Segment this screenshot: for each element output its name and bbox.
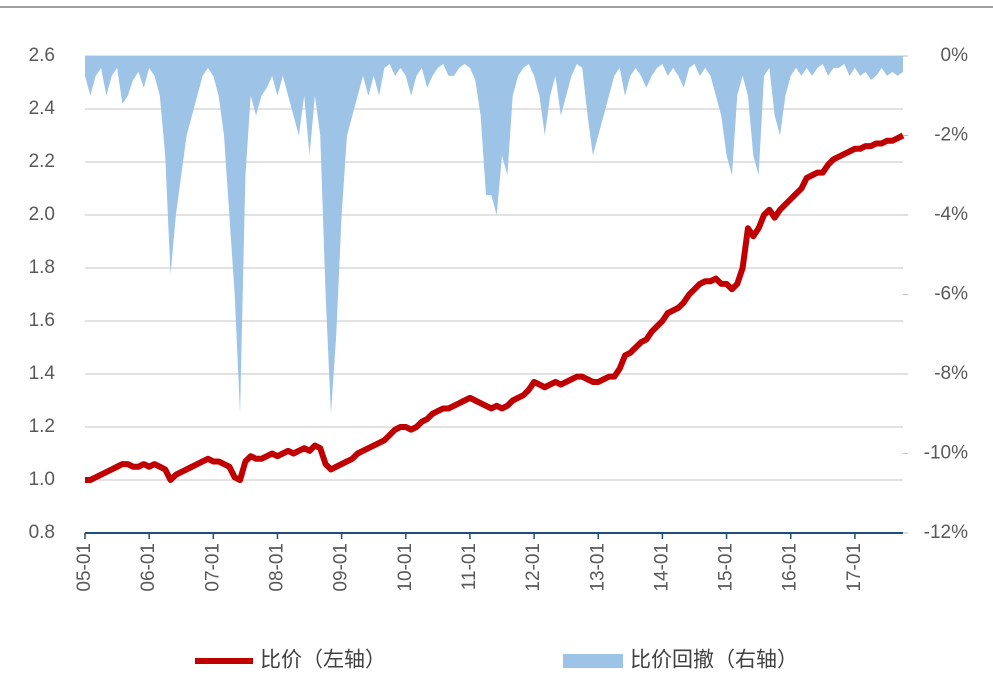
- x-tick-label: 12-01: [523, 543, 544, 592]
- x-tick-label: 07-01: [202, 543, 223, 592]
- x-tick-label: 14-01: [651, 543, 672, 592]
- legend-label: 比价（左轴）: [260, 649, 386, 672]
- x-tick-label: 10-01: [395, 543, 416, 592]
- legend-label: 比价回撤（右轴）: [630, 649, 798, 672]
- x-tick-label: 08-01: [266, 543, 287, 592]
- drawdown-area: [85, 56, 903, 414]
- x-tick-label: 17-01: [844, 543, 865, 592]
- x-tick-label: 11-01: [459, 543, 480, 590]
- x-tick-label: 06-01: [138, 543, 159, 592]
- y2-tick-label: -12%: [924, 522, 968, 543]
- ratio-line: [85, 132, 905, 483]
- x-tick-label: 13-01: [587, 543, 608, 592]
- x-tick-label: 15-01: [716, 543, 737, 592]
- y-tick-label: 1.8: [29, 257, 55, 278]
- y2-tick-label: -10%: [924, 443, 968, 464]
- y2-tick-label: -4%: [934, 204, 968, 225]
- legend: 比价（左轴） 比价回撤（右轴）: [195, 649, 798, 672]
- x-tick-label: 09-01: [331, 543, 352, 592]
- x-tick-label: 16-01: [780, 543, 801, 592]
- legend-swatch: [563, 654, 623, 668]
- y-tick-label: 2.0: [29, 204, 55, 225]
- y-tick-label: 0.8: [29, 522, 55, 543]
- y-tick-label: 1.4: [29, 363, 56, 384]
- x-tick-label: 05-01: [74, 543, 95, 592]
- y-tick-label: 2.6: [29, 45, 55, 66]
- y-tick-label: 1.6: [29, 310, 55, 331]
- y-tick-label: 2.4: [29, 98, 56, 119]
- y-tick-label: 1.2: [29, 416, 55, 437]
- y2-tick-label: -2%: [934, 125, 968, 146]
- y2-tick-label: 0%: [941, 45, 969, 66]
- y-tick-label: 2.2: [29, 151, 55, 172]
- y-tick-label: 1.0: [29, 469, 55, 490]
- y2-tick-label: -8%: [934, 363, 968, 384]
- y2-tick-label: -6%: [934, 284, 968, 305]
